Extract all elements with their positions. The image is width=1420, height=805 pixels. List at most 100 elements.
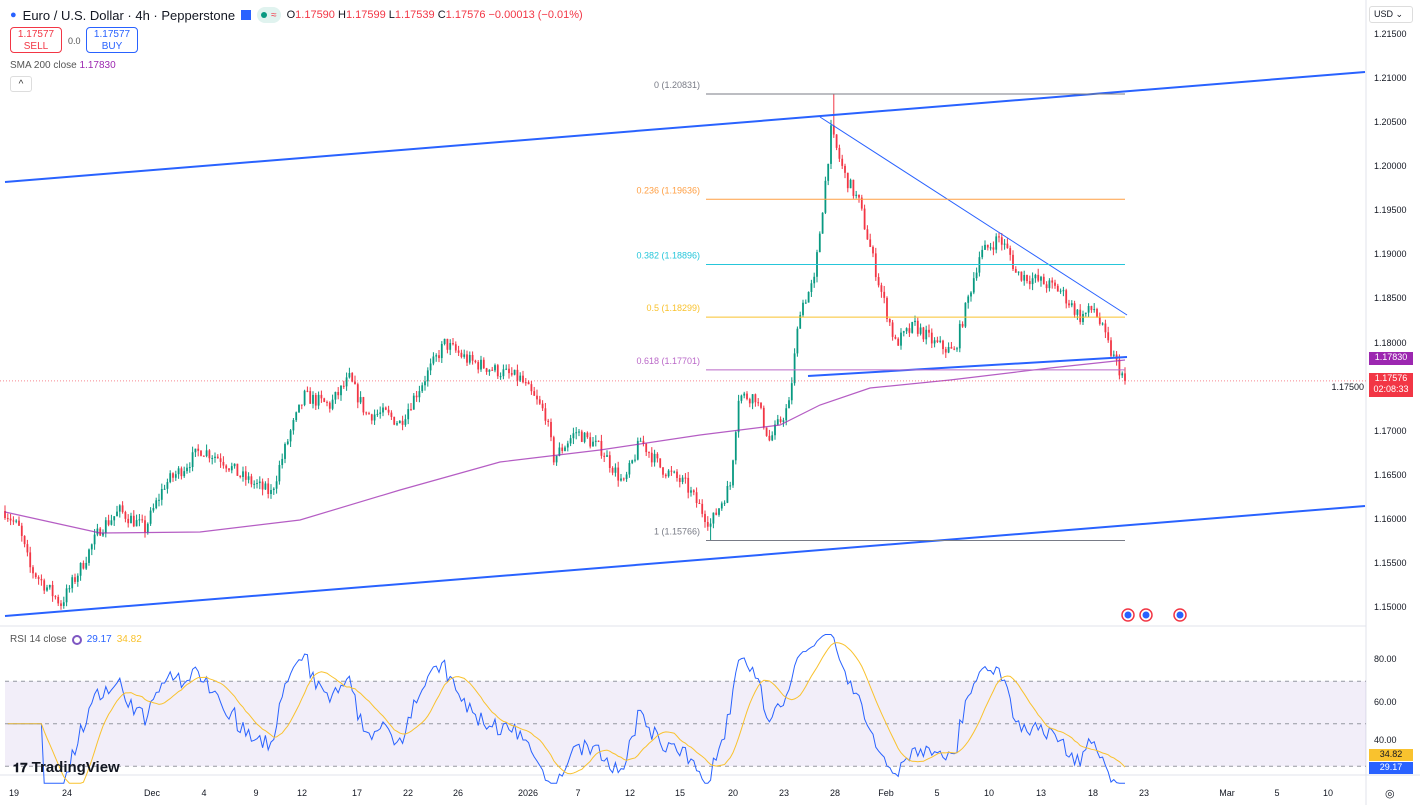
last-price-tag: 1.17576 02:08:33 [1369,373,1413,397]
candle-body [174,474,177,478]
candle-body [566,443,569,448]
spread-value: 0.0 [68,36,81,46]
candle-body [751,394,754,404]
candle-body [121,505,124,513]
time-axis-label: 24 [61,788,72,798]
candle-body [499,376,502,378]
candle-body [216,456,219,459]
candle-body [533,391,536,396]
market-status-pill[interactable]: ≈ [257,7,281,23]
candle-body [768,435,771,441]
candle-body [407,409,410,420]
candle-body [603,455,606,457]
candle-body [261,481,264,490]
candle-body [51,584,54,597]
candle-body [76,575,79,582]
event-flag-icon [1124,611,1132,619]
collapse-legend-button[interactable]: ^ [10,76,32,92]
price-axis-label: 1.15000 [1374,601,1407,612]
time-axis-label: 4 [201,788,207,798]
candle-body [370,414,373,421]
candle-body [886,297,888,320]
candle-body [799,315,802,329]
candle-body [569,438,572,444]
candle-body [611,467,614,473]
candle-body [538,399,541,404]
candle-body [1012,254,1014,270]
candle-body [648,452,650,454]
candle-body [46,587,48,591]
candle-body [555,455,558,463]
candle-body [804,302,807,304]
candle-body [477,362,480,370]
candle-body [754,394,757,403]
candle-body [166,482,169,489]
candle-body [771,435,774,441]
currency-select[interactable]: USD ⌄ [1369,6,1413,23]
flag-icon[interactable] [241,10,252,20]
buy-button[interactable]: 1.17577 BUY [86,27,138,53]
candle-body [821,212,824,234]
candle-body [342,385,345,387]
sma-legend[interactable]: SMA 200 close 1.17830 [10,60,116,71]
time-axis-label: Feb [878,788,894,798]
candle-body [715,512,718,515]
candle-body [488,369,491,372]
candle-body [1118,359,1121,376]
candle-body [362,397,365,413]
candle-body [967,296,970,303]
delayed-icon: ≈ [271,9,277,21]
candle-body [387,409,390,413]
candle-body [1112,354,1115,356]
candle-body [1065,290,1068,304]
candle-body [656,453,659,459]
candle-body [900,332,902,346]
time-axis-label: 10 [1322,788,1333,798]
candle-body [897,338,900,346]
candle-body [866,229,869,240]
candle-body [54,596,57,598]
price-axis-label: 1.19000 [1374,249,1407,260]
rsi-settings-icon[interactable] [71,634,82,645]
candle-body [390,412,393,417]
candle-body [734,432,737,461]
rsi-legend[interactable]: RSI 14 close 29.17 34.82 [10,634,142,645]
candle-body [558,447,561,456]
candle-body [132,515,135,527]
sell-button[interactable]: 1.17577 SELL [10,27,62,53]
candle-body [264,483,267,490]
candle-body [309,391,312,404]
candle-body [986,244,989,248]
candle-body [275,481,278,489]
candle-body [835,134,838,148]
candle-body [1098,317,1101,324]
tradingview-logo[interactable]: 𝟏𝟕 TradingView [13,759,120,776]
candle-body [328,402,331,409]
candle-body [662,467,664,475]
candle-body [642,440,645,444]
candle-body [519,375,522,381]
fib-level-label: 0.5 (1.18299) [646,303,700,313]
symbol-title[interactable]: Euro / U.S. Dollar · 4h · Pepperstone [22,7,236,23]
visibility-eye-icon[interactable]: ◎ [1385,788,1395,800]
candle-body [15,520,18,522]
candle-body [942,340,944,350]
candle-body [614,467,617,473]
candle-body [547,420,550,423]
candle-body [989,247,992,249]
candle-body [832,125,835,135]
candle-body [925,329,928,340]
candle-body [460,352,463,357]
candle-body [242,471,244,477]
candle-body [200,450,202,456]
price-axis-label: 1.21000 [1374,73,1407,84]
event-flag-icon [1176,611,1184,619]
candle-body [944,349,947,353]
candle-body [863,208,866,230]
price-axis-label: 1.19500 [1374,205,1407,216]
rsi-value-tag: 29.17 [1369,762,1413,774]
candle-body [144,520,146,533]
sell-price: 1.17577 [17,29,55,40]
candle-body [485,368,488,372]
